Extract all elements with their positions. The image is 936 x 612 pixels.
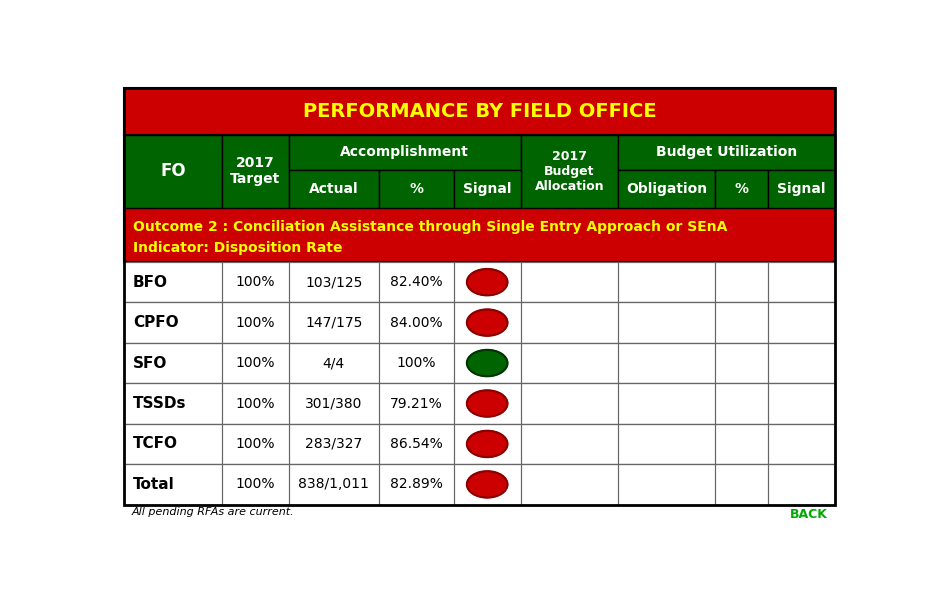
FancyBboxPatch shape [124, 262, 835, 302]
Text: Obligation: Obligation [626, 182, 708, 196]
Text: 100%: 100% [396, 356, 436, 370]
Text: 100%: 100% [236, 437, 275, 451]
FancyBboxPatch shape [715, 170, 768, 207]
Text: 79.21%: 79.21% [389, 397, 443, 411]
Text: 838/1,011: 838/1,011 [299, 477, 369, 491]
FancyBboxPatch shape [124, 424, 835, 464]
FancyBboxPatch shape [124, 88, 835, 135]
Text: 82.89%: 82.89% [389, 477, 443, 491]
Text: 100%: 100% [236, 397, 275, 411]
FancyBboxPatch shape [124, 135, 835, 207]
Text: 100%: 100% [236, 356, 275, 370]
FancyBboxPatch shape [124, 343, 835, 383]
Text: CPFO: CPFO [133, 315, 179, 330]
Text: 100%: 100% [236, 316, 275, 330]
Text: %: % [409, 182, 423, 196]
Text: 82.40%: 82.40% [389, 275, 443, 289]
Circle shape [467, 431, 507, 457]
Text: %: % [735, 182, 749, 196]
Text: BFO: BFO [133, 275, 168, 289]
Text: TSSDs: TSSDs [133, 396, 186, 411]
Text: 86.54%: 86.54% [389, 437, 443, 451]
Circle shape [467, 310, 507, 336]
FancyBboxPatch shape [124, 302, 835, 343]
Text: Total: Total [133, 477, 175, 492]
FancyBboxPatch shape [222, 135, 289, 207]
Text: Indicator: Disposition Rate: Indicator: Disposition Rate [133, 241, 343, 255]
FancyBboxPatch shape [289, 135, 520, 170]
Text: 301/380: 301/380 [305, 397, 362, 411]
FancyBboxPatch shape [768, 170, 835, 207]
Circle shape [467, 350, 507, 376]
Text: 2017
Target: 2017 Target [230, 156, 281, 186]
Text: PERFORMANCE BY FIELD OFFICE: PERFORMANCE BY FIELD OFFICE [303, 102, 656, 121]
FancyBboxPatch shape [454, 170, 520, 207]
Text: 4/4: 4/4 [323, 356, 344, 370]
Text: TCFO: TCFO [133, 436, 178, 452]
Circle shape [467, 471, 507, 498]
Text: FO: FO [160, 162, 185, 180]
FancyBboxPatch shape [124, 135, 222, 207]
Text: All pending RFAs are current.: All pending RFAs are current. [131, 507, 294, 517]
Text: 100%: 100% [236, 477, 275, 491]
Text: Signal: Signal [777, 182, 826, 196]
Text: Accomplishment: Accomplishment [341, 146, 469, 159]
FancyBboxPatch shape [124, 383, 835, 424]
Text: 283/327: 283/327 [305, 437, 362, 451]
Text: BACK: BACK [790, 507, 828, 521]
FancyBboxPatch shape [618, 135, 835, 170]
FancyBboxPatch shape [124, 207, 835, 262]
Text: Outcome 2 : Conciliation Assistance through Single Entry Approach or SEnA: Outcome 2 : Conciliation Assistance thro… [133, 220, 727, 234]
Text: Actual: Actual [309, 182, 358, 196]
Text: 84.00%: 84.00% [389, 316, 443, 330]
Text: 103/125: 103/125 [305, 275, 362, 289]
Text: 100%: 100% [236, 275, 275, 289]
Text: Signal: Signal [463, 182, 511, 196]
FancyBboxPatch shape [618, 170, 715, 207]
Text: SFO: SFO [133, 356, 168, 370]
FancyBboxPatch shape [124, 464, 835, 505]
FancyBboxPatch shape [379, 170, 454, 207]
Text: Budget Utilization: Budget Utilization [656, 146, 797, 159]
Circle shape [467, 390, 507, 417]
FancyBboxPatch shape [289, 170, 379, 207]
Circle shape [467, 269, 507, 296]
Text: 2017
Budget
Allocation: 2017 Budget Allocation [534, 150, 605, 193]
FancyBboxPatch shape [520, 135, 618, 207]
Text: 147/175: 147/175 [305, 316, 362, 330]
